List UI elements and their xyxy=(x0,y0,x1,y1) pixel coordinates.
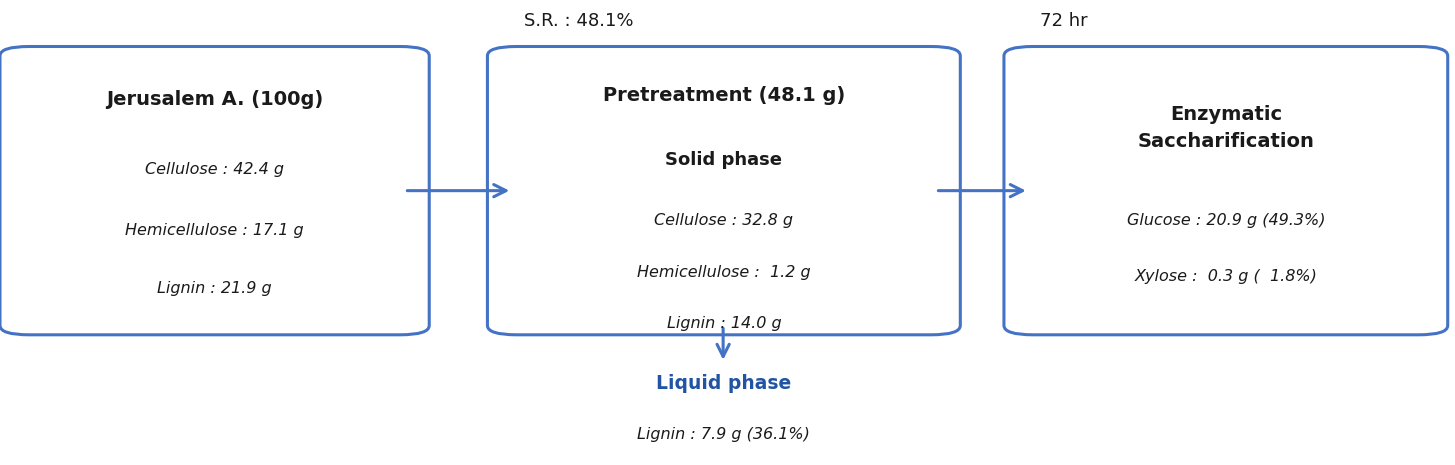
Text: Hemicellulose :  1.2 g: Hemicellulose : 1.2 g xyxy=(637,265,810,279)
Text: Glucose : 20.9 g (49.3%): Glucose : 20.9 g (49.3%) xyxy=(1126,213,1326,228)
Text: Xylose :  0.3 g (  1.8%): Xylose : 0.3 g ( 1.8%) xyxy=(1135,269,1317,284)
FancyBboxPatch shape xyxy=(0,46,429,335)
Text: Pretreatment (48.1 g): Pretreatment (48.1 g) xyxy=(602,86,845,105)
FancyBboxPatch shape xyxy=(1004,46,1448,335)
Text: 72 hr: 72 hr xyxy=(1040,12,1088,30)
Text: Lignin : 14.0 g: Lignin : 14.0 g xyxy=(666,316,781,331)
Text: Enzymatic
Saccharification: Enzymatic Saccharification xyxy=(1138,105,1314,151)
Text: Lignin : 7.9 g (36.1%): Lignin : 7.9 g (36.1%) xyxy=(637,427,809,442)
Text: Jerusalem A. (100g): Jerusalem A. (100g) xyxy=(106,91,323,109)
Text: Cellulose : 42.4 g: Cellulose : 42.4 g xyxy=(146,162,284,177)
Text: Hemicellulose : 17.1 g: Hemicellulose : 17.1 g xyxy=(125,223,304,238)
Text: Liquid phase: Liquid phase xyxy=(656,374,790,393)
Text: Solid phase: Solid phase xyxy=(665,152,783,169)
Text: S.R. : 48.1%: S.R. : 48.1% xyxy=(524,12,633,30)
Text: Cellulose : 32.8 g: Cellulose : 32.8 g xyxy=(655,213,793,228)
FancyBboxPatch shape xyxy=(487,46,960,335)
Text: Lignin : 21.9 g: Lignin : 21.9 g xyxy=(157,281,272,296)
